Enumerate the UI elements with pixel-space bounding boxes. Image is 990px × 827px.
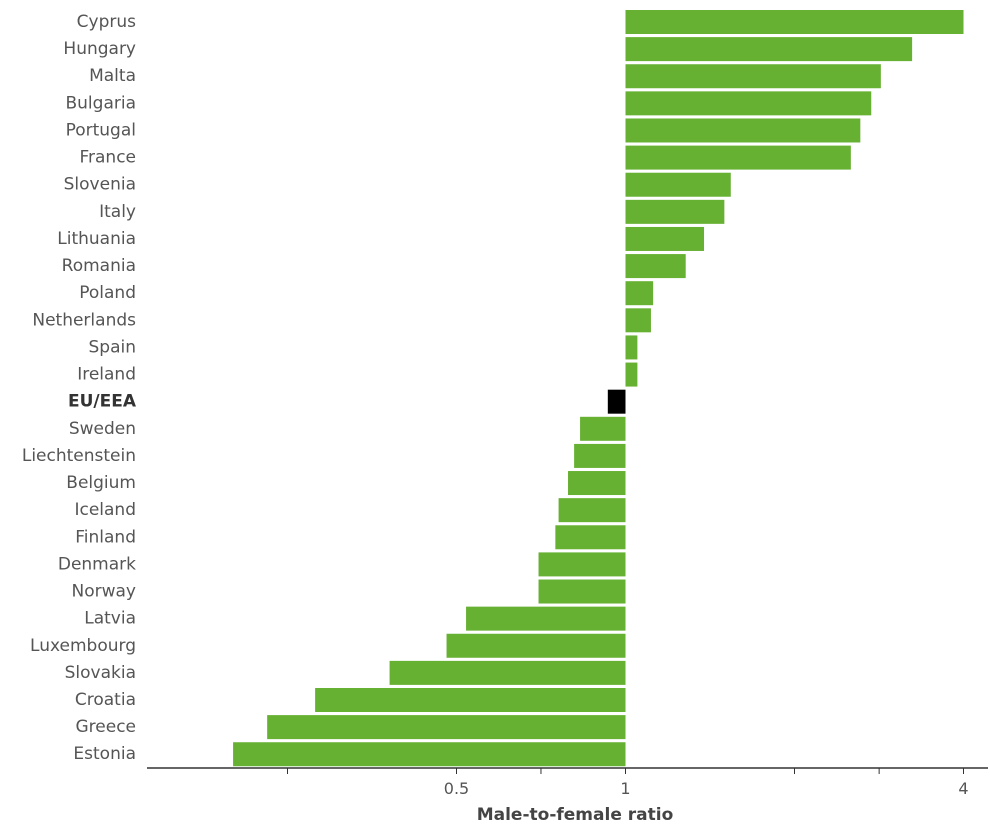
category-label-malta: Malta xyxy=(89,66,136,86)
bars-group xyxy=(233,10,964,767)
category-label-lithuania: Lithuania xyxy=(57,229,136,249)
category-label-romania: Romania xyxy=(62,256,136,276)
category-label-eu-eea: EU/EEA xyxy=(68,392,137,412)
category-label-poland: Poland xyxy=(79,283,136,303)
category-labels-group: Cyprus Hungary Malta Bulgaria Portugal France… xyxy=(22,12,137,764)
bar-poland xyxy=(625,281,654,306)
bar-ireland xyxy=(625,362,638,387)
bar-france xyxy=(625,145,851,170)
category-label-greece: Greece xyxy=(75,717,136,737)
category-label-slovakia: Slovakia xyxy=(65,663,136,683)
category-label-ireland: Ireland xyxy=(77,365,136,385)
category-label-cyprus: Cyprus xyxy=(77,12,136,32)
bar-finland xyxy=(555,525,626,550)
bar-eu-eea xyxy=(607,389,626,414)
category-label-sweden: Sweden xyxy=(69,419,136,439)
bar-iceland xyxy=(558,498,626,523)
category-label-slovenia: Slovenia xyxy=(64,175,136,195)
bar-malta xyxy=(625,64,881,89)
category-label-spain: Spain xyxy=(89,337,137,357)
bar-cyprus xyxy=(625,10,964,34)
category-label-iceland: Iceland xyxy=(74,500,136,520)
x-tick-label: 1 xyxy=(620,779,630,798)
category-label-italy: Italy xyxy=(99,202,136,222)
bar-bulgaria xyxy=(625,91,872,116)
category-label-liechtenstein: Liechtenstein xyxy=(22,446,136,466)
bar-romania xyxy=(625,254,686,279)
bar-sweden xyxy=(580,416,626,441)
bar-croatia xyxy=(315,688,626,712)
category-label-finland: Finland xyxy=(75,527,136,547)
category-label-latvia: Latvia xyxy=(84,609,136,629)
bar-latvia xyxy=(466,606,626,631)
bar-norway xyxy=(538,579,626,604)
category-label-luxembourg: Luxembourg xyxy=(30,636,136,656)
category-label-portugal: Portugal xyxy=(66,120,136,140)
bar-liechtenstein xyxy=(574,443,626,468)
bar-luxembourg xyxy=(446,633,626,658)
bar-denmark xyxy=(538,552,626,577)
category-label-bulgaria: Bulgaria xyxy=(66,93,137,113)
category-label-hungary: Hungary xyxy=(63,39,136,59)
bar-belgium xyxy=(568,471,626,496)
bar-netherlands xyxy=(625,308,651,333)
category-label-norway: Norway xyxy=(72,582,137,602)
x-tick-label: 4 xyxy=(958,779,968,798)
x-tick-label: 0.5 xyxy=(444,779,469,798)
category-label-france: France xyxy=(79,148,136,168)
bar-italy xyxy=(625,199,725,224)
category-label-denmark: Denmark xyxy=(58,554,136,574)
x-axis-title: Male-to-female ratio xyxy=(477,805,674,825)
bar-lithuania xyxy=(625,226,705,251)
bar-estonia xyxy=(233,742,626,767)
bar-portugal xyxy=(625,118,861,143)
category-label-estonia: Estonia xyxy=(73,744,136,764)
bar-greece xyxy=(267,715,626,740)
x-ticks-group: 0.5 1 4 xyxy=(287,768,969,798)
category-label-netherlands: Netherlands xyxy=(32,310,136,330)
bar-slovenia xyxy=(625,172,731,197)
bar-hungary xyxy=(625,37,913,62)
category-label-croatia: Croatia xyxy=(75,690,136,710)
bar-spain xyxy=(625,335,638,360)
bar-slovakia xyxy=(389,660,626,685)
category-label-belgium: Belgium xyxy=(66,473,136,493)
